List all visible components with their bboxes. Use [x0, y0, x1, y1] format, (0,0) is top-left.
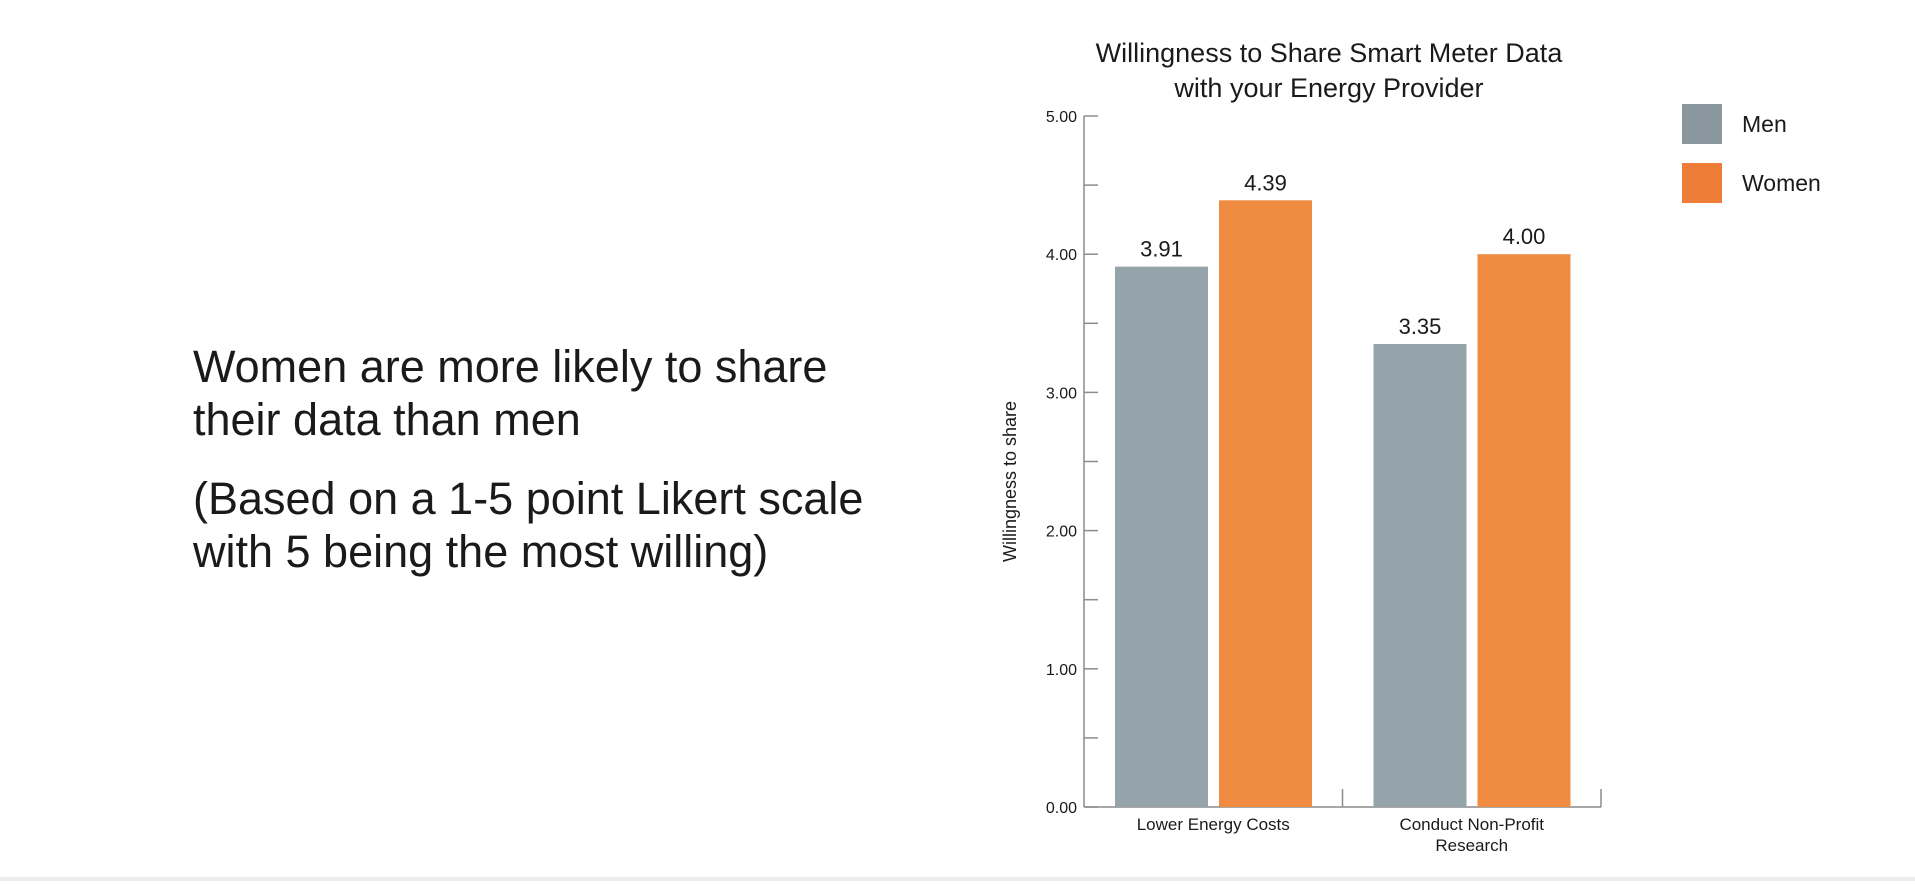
data-label-men: 3.91: [1140, 237, 1183, 262]
y-tick-label: 2.00: [1046, 524, 1077, 541]
y-axis-label: Willingness to share: [1000, 401, 1020, 562]
chart-title-line: Willingness to Share Smart Meter Data: [1096, 38, 1564, 68]
legend-swatch-women: [1682, 163, 1722, 203]
bars: [1115, 200, 1571, 807]
data-label-women: 4.39: [1244, 170, 1287, 195]
y-tick-label: 0.00: [1046, 800, 1077, 817]
bar-women: [1477, 254, 1571, 807]
bar-men: [1373, 344, 1467, 807]
y-tick-label: 1.00: [1046, 662, 1077, 679]
x-category-label: Lower Energy Costs: [1137, 815, 1290, 834]
y-axis: 0.00 1.00 2.00 3.00 4.00 5.00 Willingness to s…: [1000, 109, 1098, 817]
x-category-label: Research: [1435, 836, 1508, 855]
legend: Men Women: [1682, 104, 1821, 203]
data-label-men: 3.35: [1399, 314, 1442, 339]
data-labels: 3.91 4.39 3.35 4.00: [1140, 170, 1545, 339]
legend-label-men: Men: [1742, 111, 1787, 137]
chart-title: Willingness to Share Smart Meter Data wit…: [1096, 38, 1564, 103]
y-tick-label: 3.00: [1046, 385, 1077, 402]
slide-text-block: Women are more likely to share their dat…: [193, 340, 913, 604]
slide-bottom-divider: [0, 877, 1915, 881]
bar-women: [1219, 200, 1312, 807]
slide-note: (Based on a 1-5 point Likert scale with …: [193, 473, 864, 577]
y-tick-label: 4.00: [1046, 247, 1077, 264]
y-tick-label: 5.00: [1046, 109, 1077, 126]
legend-swatch-men: [1682, 104, 1722, 144]
slide-headline: Women are more likely to share their dat…: [193, 341, 828, 445]
legend-label-women: Women: [1742, 170, 1821, 196]
data-label-women: 4.00: [1503, 224, 1546, 249]
x-category-label: Conduct Non-Profit: [1399, 815, 1544, 834]
bar-men: [1115, 266, 1208, 807]
chart-title-line: with your Energy Provider: [1173, 73, 1483, 103]
